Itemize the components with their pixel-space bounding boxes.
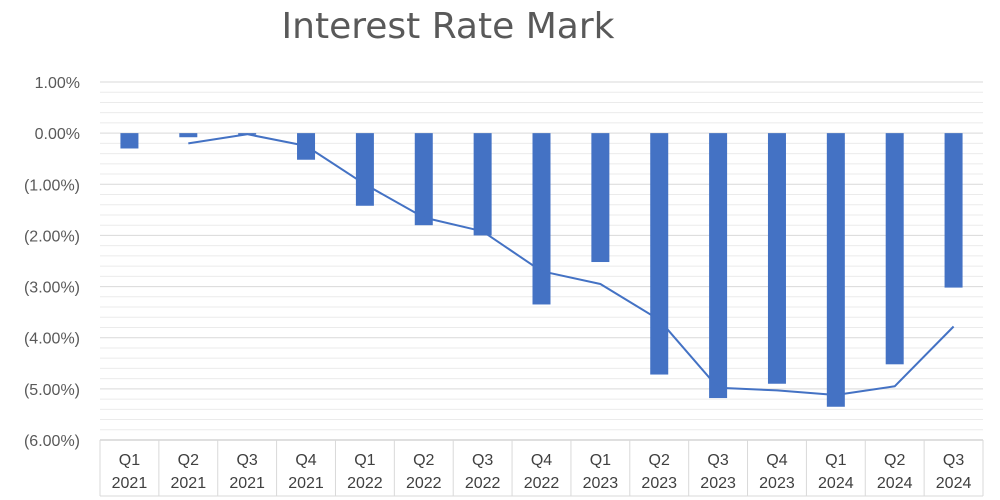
x-tick-year: 2021	[171, 475, 207, 492]
x-tick-year: 2023	[700, 475, 736, 492]
y-tick-label: 1.00%	[35, 75, 80, 92]
bar-q1-2023	[591, 133, 610, 263]
bar-q3-2024	[944, 133, 963, 288]
x-tick-quarter: Q2	[649, 452, 670, 469]
x-tick-quarter: Q4	[766, 452, 787, 469]
x-tick-quarter: Q2	[413, 452, 434, 469]
x-axis-table: Q1 2021 Q2 2021 Q3 2021 Q4 2021 Q1 2022 Q2 2022 Q3 20…	[99, 439, 984, 497]
x-tick-year: 2021	[112, 475, 148, 492]
x-tick-year: 2023	[641, 475, 677, 492]
bar-q4-2022	[532, 133, 551, 305]
line-series-path	[188, 133, 955, 396]
bar-q2-2023	[650, 133, 669, 375]
x-tick-year: 2022	[347, 475, 383, 492]
y-tick-label: (6.00%)	[24, 433, 80, 450]
chart-title: Interest Rate Mark	[282, 6, 615, 47]
x-tick-year: 2022	[465, 475, 501, 492]
x-tick-quarter: Q2	[884, 452, 905, 469]
x-tick-quarter: Q3	[472, 452, 493, 469]
bar-series	[120, 133, 963, 407]
y-tick-label: 0.00%	[35, 126, 80, 143]
line-series	[188, 133, 955, 396]
x-tick-quarter: Q1	[354, 452, 375, 469]
bar-q4-2023	[767, 133, 786, 384]
bar-q1-2024	[826, 133, 845, 407]
x-tick-year: 2021	[229, 475, 265, 492]
bar-q3-2023	[709, 133, 728, 399]
x-tick-year: 2021	[288, 475, 324, 492]
x-tick-quarter: Q1	[825, 452, 846, 469]
x-tick-year: 2024	[877, 475, 913, 492]
x-tick-quarter: Q3	[707, 452, 728, 469]
x-tick-quarter: Q2	[178, 452, 199, 469]
x-tick-quarter: Q3	[943, 452, 964, 469]
x-tick-year: 2022	[406, 475, 442, 492]
x-tick-year: 2024	[936, 475, 972, 492]
x-tick-quarter: Q3	[236, 452, 257, 469]
bar-q1-2022	[355, 133, 374, 206]
x-tick-year: 2023	[583, 475, 619, 492]
x-tick-quarter: Q4	[531, 452, 552, 469]
bar-q1-2021	[120, 133, 139, 149]
x-tick-quarter: Q1	[590, 452, 611, 469]
y-tick-label: (5.00%)	[24, 382, 80, 399]
bar-q3-2022	[473, 133, 492, 236]
y-tick-label: (3.00%)	[24, 280, 80, 297]
y-tick-label: (1.00%)	[24, 177, 80, 194]
y-tick-label: (4.00%)	[24, 331, 80, 348]
x-tick-quarter: Q4	[295, 452, 316, 469]
x-tick-year: 2023	[759, 475, 795, 492]
x-tick-year: 2024	[818, 475, 854, 492]
bar-q2-2022	[414, 133, 433, 226]
x-tick-year: 2022	[524, 475, 560, 492]
y-tick-label: (2.00%)	[24, 228, 80, 245]
bar-q2-2021	[179, 133, 198, 138]
x-tick-quarter: Q1	[119, 452, 140, 469]
y-axis-ticks: 1.00% 0.00% (1.00%) (2.00%) (3.00%) (4.00%) (5…	[24, 75, 80, 450]
bar-q2-2024	[885, 133, 904, 365]
